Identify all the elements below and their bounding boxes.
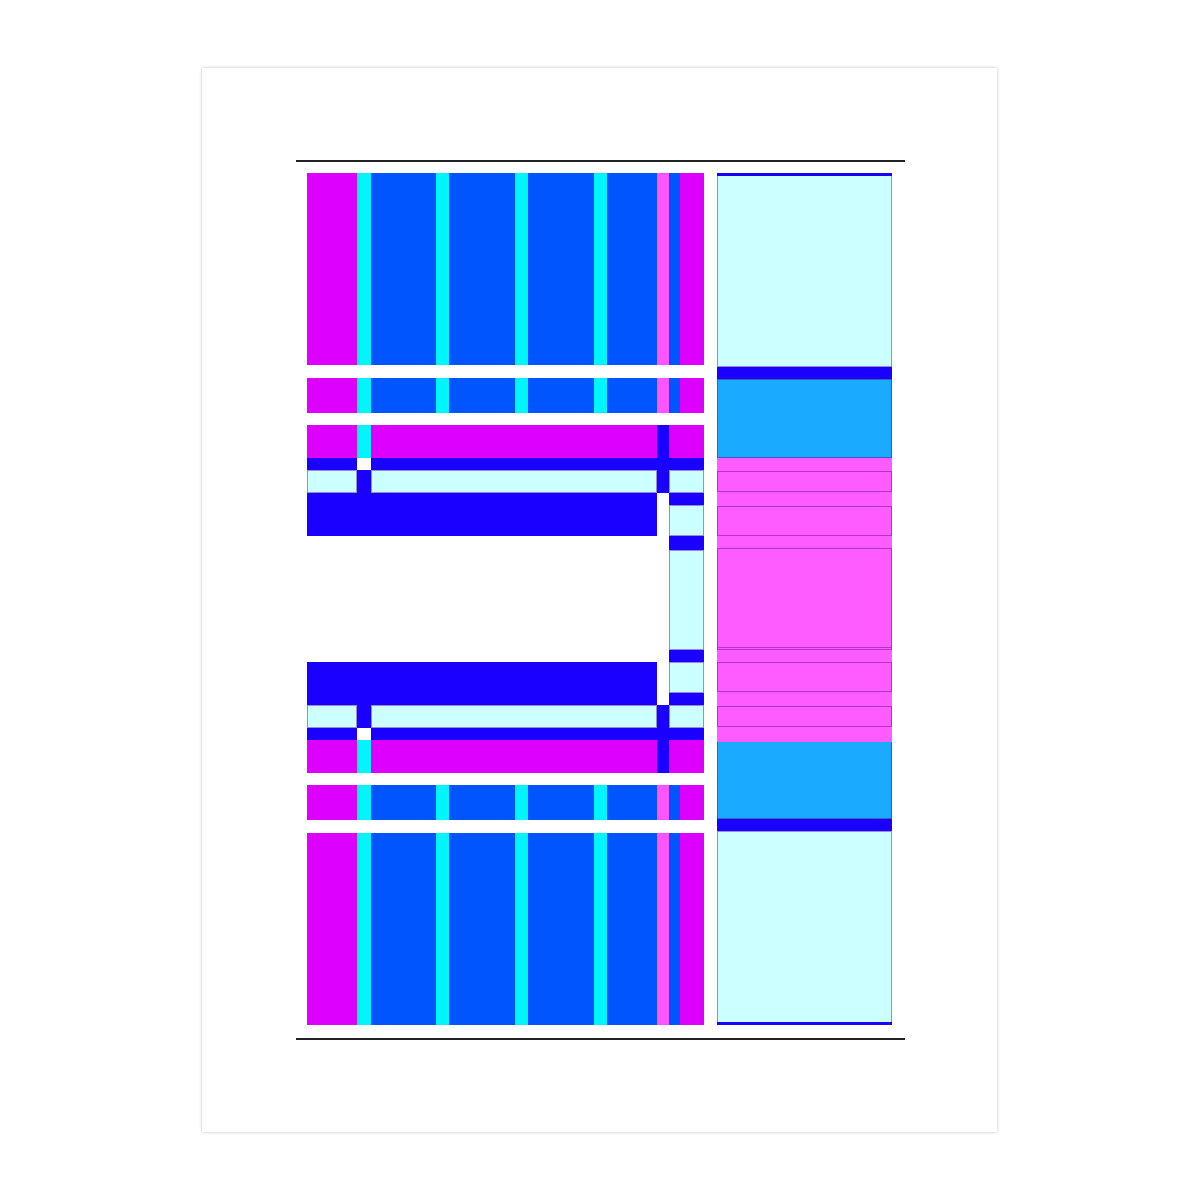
stripe-band (594, 173, 607, 365)
panel-sub-box (717, 471, 892, 492)
lattice-cell (357, 740, 371, 773)
stripe-band (307, 378, 357, 413)
panel-sub-box (717, 548, 892, 648)
stripe-band (528, 785, 594, 820)
lattice-cell (371, 470, 657, 493)
stripe-band (669, 785, 680, 820)
top-rule (296, 160, 905, 162)
stripe-band (449, 173, 515, 365)
lattice-cell (657, 740, 669, 773)
stripe-band (307, 833, 357, 1025)
lattice-cell (657, 470, 669, 493)
lattice-cell (371, 425, 657, 458)
stripe-band (528, 173, 594, 365)
lattice-cell (307, 705, 357, 728)
panel-block (717, 173, 892, 367)
stripe-band (657, 833, 669, 1025)
stripe-band (680, 785, 704, 820)
stripe-band (449, 833, 515, 1025)
lattice-cell (357, 425, 371, 458)
panel-band (717, 367, 892, 379)
panel-edge (717, 1022, 892, 1025)
panel-band (717, 819, 892, 831)
lattice-cell (307, 470, 357, 493)
lattice-cell (371, 728, 704, 740)
stripe-band (657, 173, 669, 365)
stripe-band (515, 833, 528, 1025)
lattice-cell (371, 458, 704, 470)
lattice-cell (669, 505, 704, 536)
stripe-band (528, 833, 594, 1025)
lattice-cell (669, 425, 704, 458)
lattice-cell (657, 705, 669, 728)
lattice-cell (669, 648, 704, 662)
stripe-band (371, 833, 436, 1025)
lattice-cell (669, 705, 704, 728)
stripe-band (528, 378, 594, 413)
panel-block (717, 831, 892, 1025)
stripe-band (371, 785, 436, 820)
stripe-band (307, 173, 357, 365)
lattice-cell (307, 728, 357, 740)
stripe-band (680, 833, 704, 1025)
stripe-band (449, 378, 515, 413)
stripe-band (357, 173, 371, 365)
stripe-band (594, 785, 607, 820)
stripe-band (436, 378, 449, 413)
panel-block (717, 379, 892, 458)
stripe-band (607, 785, 657, 820)
stripe-band (371, 173, 436, 365)
lattice-cell (669, 662, 704, 693)
stripe-band (515, 378, 528, 413)
stripe-band (680, 173, 704, 365)
panel-block (717, 740, 892, 819)
lattice-block (307, 493, 657, 536)
bottom-rule (296, 1038, 905, 1040)
panel-sub-box (717, 662, 892, 692)
stripe-band (357, 833, 371, 1025)
panel-sub-box (717, 706, 892, 727)
stripe-band (436, 785, 449, 820)
lattice-cell (307, 458, 357, 470)
stripe-band (594, 833, 607, 1025)
stripe-band (607, 173, 657, 365)
stripe-band (607, 378, 657, 413)
lattice-cell (357, 470, 371, 493)
stripe-band (436, 173, 449, 365)
stripe-band (594, 378, 607, 413)
lattice-cell (669, 740, 704, 773)
lattice-cell (307, 425, 357, 458)
panel-edge (717, 173, 892, 176)
stripe-band (669, 173, 680, 365)
lattice-cell (669, 470, 704, 493)
stripe-band (307, 785, 357, 820)
stripe-band (357, 785, 371, 820)
lattice-cell (669, 493, 704, 505)
lattice-block (307, 662, 657, 705)
lattice-cell (657, 425, 669, 458)
panel-sub-box (717, 506, 892, 536)
stripe-band (607, 833, 657, 1025)
stripe-band (657, 785, 669, 820)
lattice-cell (307, 740, 357, 773)
stripe-band (371, 378, 436, 413)
stripe-band (515, 173, 528, 365)
lattice-cell (371, 740, 657, 773)
lattice-cell (669, 536, 704, 550)
stripe-band (669, 833, 680, 1025)
lattice-cell (357, 705, 371, 728)
stripe-band (515, 785, 528, 820)
lattice-cell (371, 705, 657, 728)
stripe-band (680, 378, 704, 413)
stripe-band (436, 833, 449, 1025)
stripe-band (657, 378, 669, 413)
stripe-band (357, 378, 371, 413)
lattice-cell (669, 693, 704, 705)
stripe-band (669, 378, 680, 413)
lattice-cell (669, 550, 704, 650)
stripe-band (449, 785, 515, 820)
